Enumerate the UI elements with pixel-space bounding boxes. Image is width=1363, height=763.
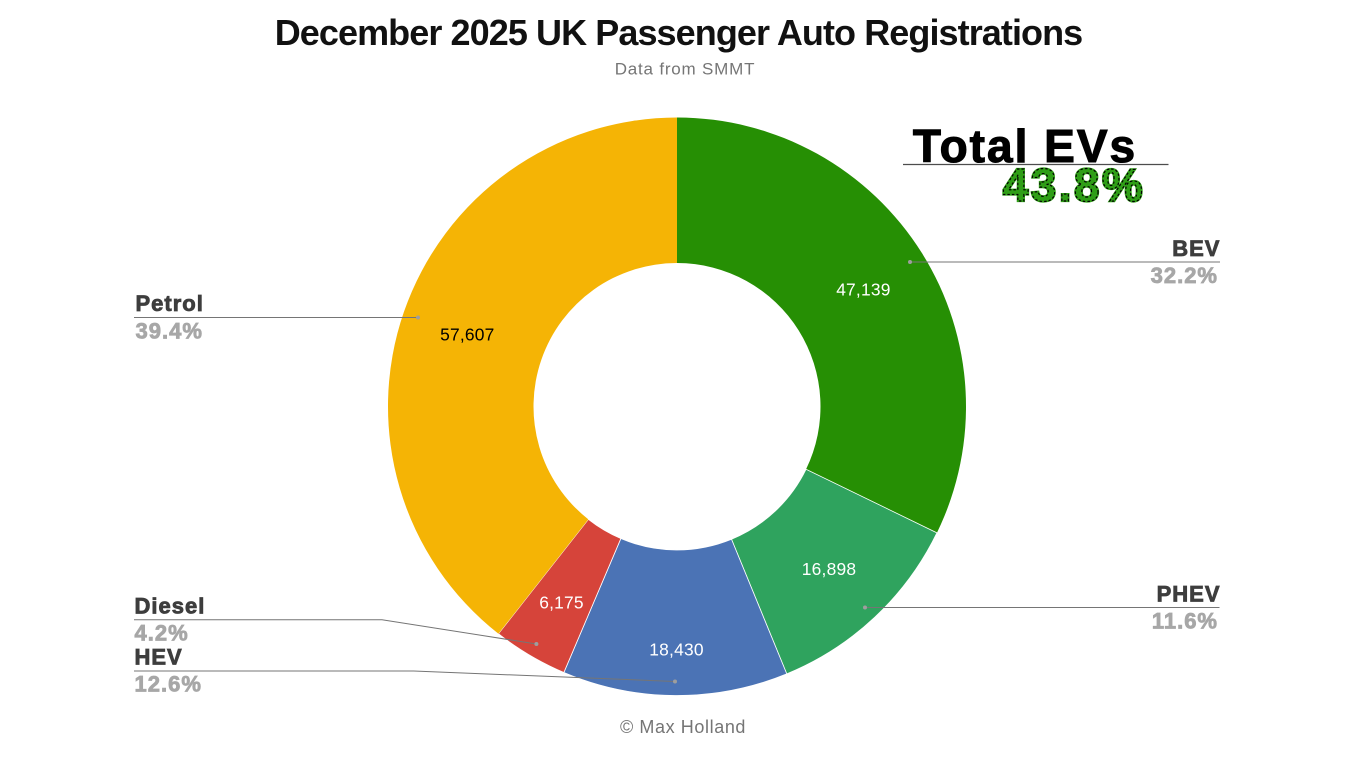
svg-text:PHEV: PHEV	[1157, 582, 1221, 607]
svg-text:39.4%: 39.4%	[136, 319, 203, 344]
svg-text:11.6%: 11.6%	[1152, 608, 1218, 633]
svg-text:HEV: HEV	[135, 645, 183, 670]
svg-text:BEV: BEV	[1172, 236, 1220, 261]
svg-text:43.8%: 43.8%	[1003, 159, 1145, 211]
svg-text:43.8%: 43.8%	[1003, 159, 1145, 211]
svg-text:Petrol: Petrol	[136, 291, 204, 316]
svg-text:32.2%: 32.2%	[1151, 263, 1218, 288]
svg-text:12.6%: 12.6%	[135, 672, 202, 697]
svg-text:6,175: 6,175	[539, 593, 584, 613]
svg-text:57,607: 57,607	[440, 325, 494, 345]
svg-text:4.2%: 4.2%	[135, 620, 189, 645]
svg-text:16,898: 16,898	[802, 559, 856, 579]
svg-text:Data from SMMT: Data from SMMT	[615, 59, 756, 78]
svg-text:Diesel: Diesel	[135, 594, 206, 619]
svg-text:18,430: 18,430	[649, 640, 703, 660]
svg-text:47,139: 47,139	[836, 279, 890, 299]
svg-text:© Max Holland: © Max Holland	[620, 717, 746, 737]
svg-text:December 2025 UK Passenger Aut: December 2025 UK Passenger Auto Registra…	[275, 12, 1083, 53]
